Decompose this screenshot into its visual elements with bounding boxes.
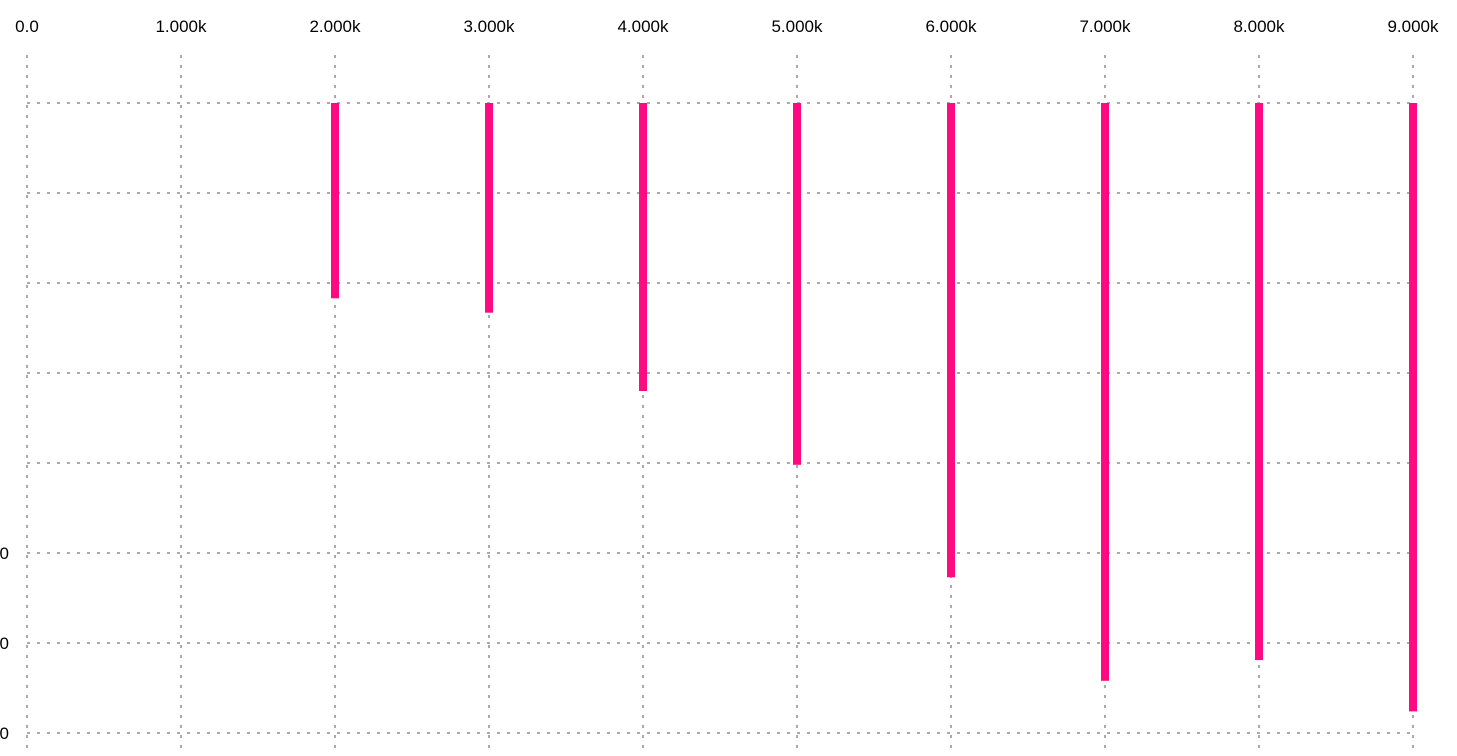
bar: [1101, 103, 1109, 681]
bar: [947, 103, 955, 578]
x-tick-label: 0.0: [15, 17, 39, 36]
x-tick-label: 3.000k: [463, 17, 515, 36]
x-tick-label: 5.000k: [771, 17, 823, 36]
x-tick-label: 6.000k: [925, 17, 977, 36]
bar: [485, 103, 493, 313]
x-tick-label: 7.000k: [1079, 17, 1131, 36]
bar: [1255, 103, 1263, 661]
y-tick-label: 0: [0, 634, 9, 653]
bar: [1409, 103, 1417, 712]
x-tick-label: 8.000k: [1233, 17, 1285, 36]
bar: [793, 103, 801, 465]
y-tick-label: 0: [0, 724, 9, 743]
y-tick-label: 0: [0, 544, 9, 563]
grid-layer: [26, 55, 1414, 751]
x-tick-label: 4.000k: [617, 17, 669, 36]
bar-layer: [331, 103, 1417, 712]
label-layer: 0.0 1.000k 2.000k 3.000k 4.000k 5.000k 6.000k 7…: [0, 17, 1439, 743]
x-tick-label: 9.000k: [1387, 17, 1439, 36]
bar: [331, 103, 339, 299]
bar: [639, 103, 647, 391]
x-tick-label: 2.000k: [309, 17, 361, 36]
x-tick-label: 1.000k: [155, 17, 207, 36]
